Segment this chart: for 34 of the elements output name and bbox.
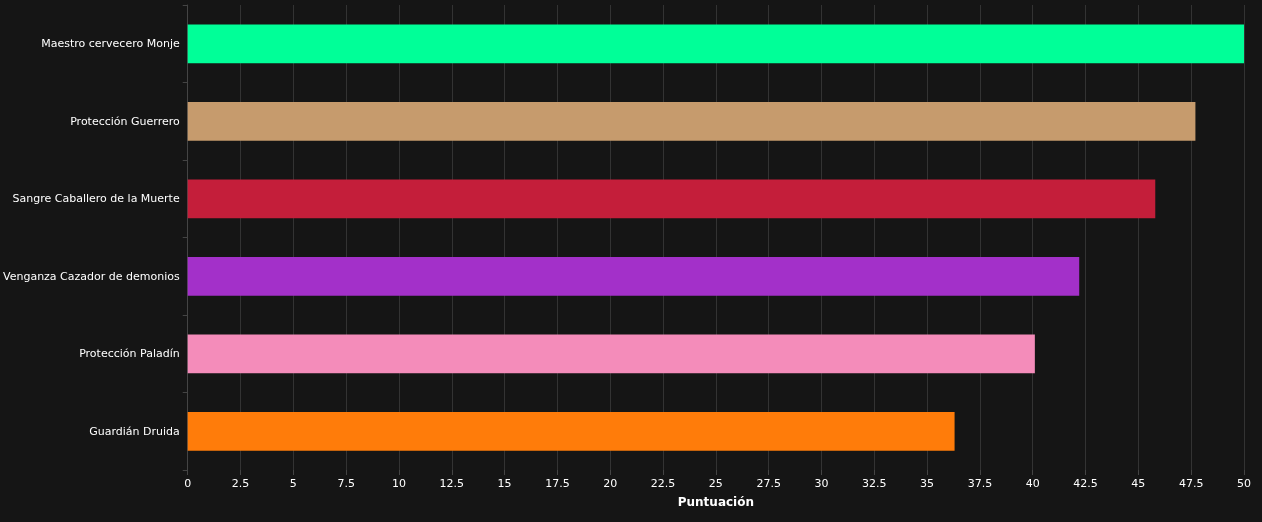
- bar: [187, 256, 1080, 296]
- x-tick-label: 35: [920, 477, 935, 490]
- x-tick-label: 47.5: [1178, 477, 1204, 490]
- x-tick-label: 32.5: [862, 477, 887, 490]
- x-tick-label: 5: [289, 477, 297, 490]
- x-tick-label: 50: [1237, 477, 1251, 490]
- y-tick-label: Venganza Cazador de demonios: [3, 269, 180, 283]
- bar: [187, 24, 1244, 64]
- x-tick-label: 10: [391, 477, 406, 490]
- bar: [187, 101, 1196, 141]
- y-tick-label: Guardián Druida: [89, 424, 180, 438]
- y-tick-label: Maestro cervecero Monje: [41, 37, 180, 51]
- y-tick-label: Protección Guerrero: [70, 114, 180, 128]
- x-tick-label: 15: [497, 477, 512, 490]
- x-tick-label: 0: [184, 477, 192, 490]
- x-tick-label: 7.5: [337, 477, 355, 490]
- x-tick-label: 2.5: [231, 477, 250, 490]
- x-axis-title: Puntuación: [677, 495, 754, 509]
- bar: [187, 334, 1035, 374]
- x-tick-label: 22.5: [650, 477, 676, 490]
- x-tick-label: 12.5: [439, 477, 465, 490]
- x-tick-label: 27.5: [756, 477, 781, 490]
- x-tick-label: 37.5: [967, 477, 993, 490]
- x-tick-label: 25: [708, 477, 723, 490]
- bar: [187, 179, 1156, 219]
- x-tick-label: 30: [814, 477, 829, 490]
- x-tick-label: 42.5: [1073, 477, 1098, 490]
- y-tick-label: Protección Paladín: [79, 347, 180, 361]
- y-tick-label: Sangre Caballero de la Muerte: [12, 192, 180, 206]
- x-tick-label: 20: [603, 477, 618, 490]
- x-tick-label: 40: [1025, 477, 1040, 490]
- x-tick-label: 17.5: [545, 477, 570, 490]
- x-tick-label: 45: [1131, 477, 1146, 490]
- bar: [187, 411, 955, 451]
